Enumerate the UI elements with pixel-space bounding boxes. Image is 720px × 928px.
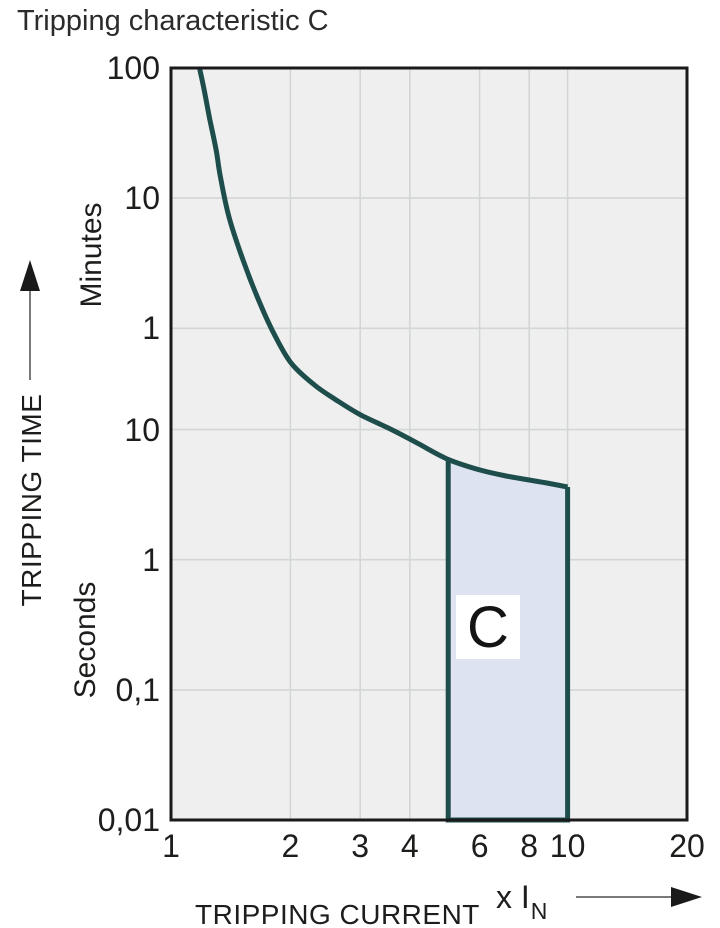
y-axis-title: TRIPPING TIME (16, 393, 47, 607)
figure-title: Tripping characteristic C (17, 5, 329, 37)
y-axis-unit-seconds: Seconds (69, 581, 102, 699)
x-axis-unit-main: x I (496, 879, 530, 915)
x-tick-label: 2 (281, 828, 300, 864)
x-tick-label: 4 (400, 828, 419, 864)
y-tick-label: 10 (124, 180, 160, 217)
x-axis-title: TRIPPING CURRENT (195, 899, 480, 928)
region-c-label: C (456, 595, 520, 660)
y-tick-label: 1 (142, 310, 160, 347)
plot-frame (169, 66, 689, 822)
x-tick-label: 8 (520, 828, 539, 864)
y-axis-unit-minutes: Minutes (75, 202, 108, 308)
y-tick-label: 0,1 (115, 671, 160, 708)
y-tick-label: 1 (142, 541, 160, 578)
y-tick-label: 0,01 (97, 802, 160, 838)
tripping-curve (197, 67, 569, 490)
plot-background (171, 68, 687, 820)
x-tick-label: 3 (351, 828, 370, 864)
x-tick-label: 20 (669, 828, 705, 864)
x-tick-label: 6 (470, 828, 489, 864)
x-axis-right-arrow-icon (576, 887, 702, 907)
y-axis-up-arrow-icon (20, 260, 40, 380)
y-tick-label: 10 (124, 411, 160, 448)
x-axis-unit-subscript: N (530, 898, 548, 925)
x-axis-unit: x IN (496, 879, 548, 925)
x-tick-label: 10 (549, 828, 586, 864)
x-tick-label: 1 (162, 828, 180, 864)
y-tick-label: 100 (106, 50, 160, 86)
